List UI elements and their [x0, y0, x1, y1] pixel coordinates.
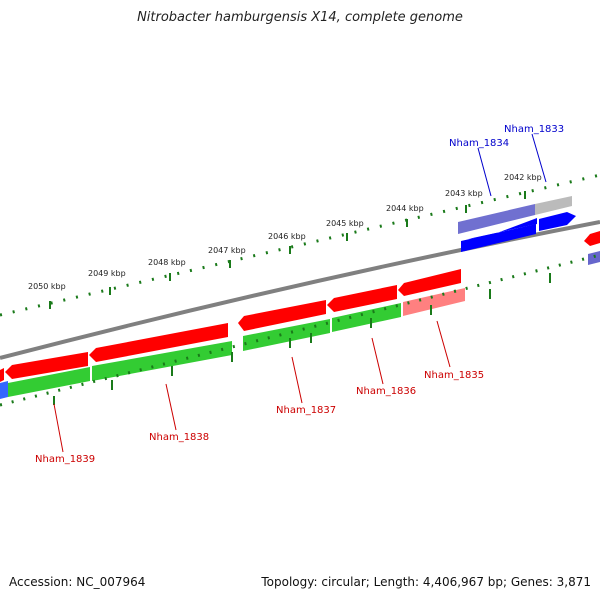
- label-nham-1835[interactable]: Nham_1835: [424, 370, 484, 381]
- outer-tick-ring: [0, 173, 600, 317]
- map-title: Nitrobacter hamburgensis X14, complete g…: [137, 10, 463, 25]
- label-nham-1837[interactable]: Nham_1837: [276, 405, 336, 416]
- label-nham-1834[interactable]: Nham_1834: [449, 138, 509, 149]
- label-nham-1839[interactable]: Nham_1839: [35, 454, 95, 465]
- gene-nham-1839[interactable]: [8, 367, 90, 397]
- gene-offscreen-right-red[interactable]: [584, 231, 600, 246]
- gene-red-1[interactable]: [5, 352, 88, 379]
- scale-ticks: [49, 191, 526, 309]
- scale-labels: 2050 kbp 2049 kbp 2048 kbp 2047 kbp 2046…: [28, 173, 542, 291]
- gene-nham-1838[interactable]: [92, 341, 232, 381]
- callout-lines: [53, 133, 547, 453]
- gene-nham-1833-gray[interactable]: [535, 196, 572, 215]
- gene-labels: Nham_1834 Nham_1833 Nham_1839 Nham_1838 …: [35, 124, 564, 465]
- gene-offscreen-right-blue[interactable]: [588, 251, 600, 265]
- gene-offscreen-left-blue[interactable]: [0, 381, 8, 399]
- gene-red-5[interactable]: [398, 269, 461, 296]
- gene-left-edge-red[interactable]: [0, 368, 4, 382]
- inner-tick-ring: [0, 253, 600, 407]
- kbp-label-2042: 2042 kbp: [504, 173, 542, 182]
- gene-nham-1834-light[interactable]: [458, 204, 535, 234]
- label-nham-1838[interactable]: Nham_1838: [149, 432, 209, 443]
- kbp-label-2049: 2049 kbp: [88, 269, 126, 278]
- label-nham-1836[interactable]: Nham_1836: [356, 386, 416, 397]
- kbp-label-2044: 2044 kbp: [386, 204, 424, 213]
- gene-red-2[interactable]: [89, 323, 228, 362]
- forward-strand-features: [0, 269, 461, 382]
- genome-summary-text: Topology: circular; Length: 4,406,967 bp…: [261, 575, 591, 589]
- kbp-label-2050: 2050 kbp: [28, 282, 66, 291]
- kbp-label-2048: 2048 kbp: [148, 258, 186, 267]
- reverse-strand-features: [0, 196, 600, 399]
- label-nham-1833[interactable]: Nham_1833: [504, 124, 564, 135]
- kbp-label-2043: 2043 kbp: [445, 189, 483, 198]
- gene-red-4[interactable]: [327, 285, 397, 312]
- gene-nham-1833[interactable]: [539, 212, 576, 231]
- gene-nham-1836[interactable]: [332, 303, 401, 332]
- green-track-features: [8, 288, 465, 397]
- gene-nham-1837[interactable]: [243, 319, 330, 351]
- kbp-label-2047: 2047 kbp: [208, 246, 246, 255]
- kbp-label-2046: 2046 kbp: [268, 232, 306, 241]
- accession-text: Accession: NC_007964: [9, 575, 146, 589]
- kbp-label-2045: 2045 kbp: [326, 219, 364, 228]
- gene-nham-1835[interactable]: [403, 288, 465, 316]
- gene-nham-1834-body[interactable]: [461, 224, 536, 252]
- gene-red-3[interactable]: [238, 300, 326, 331]
